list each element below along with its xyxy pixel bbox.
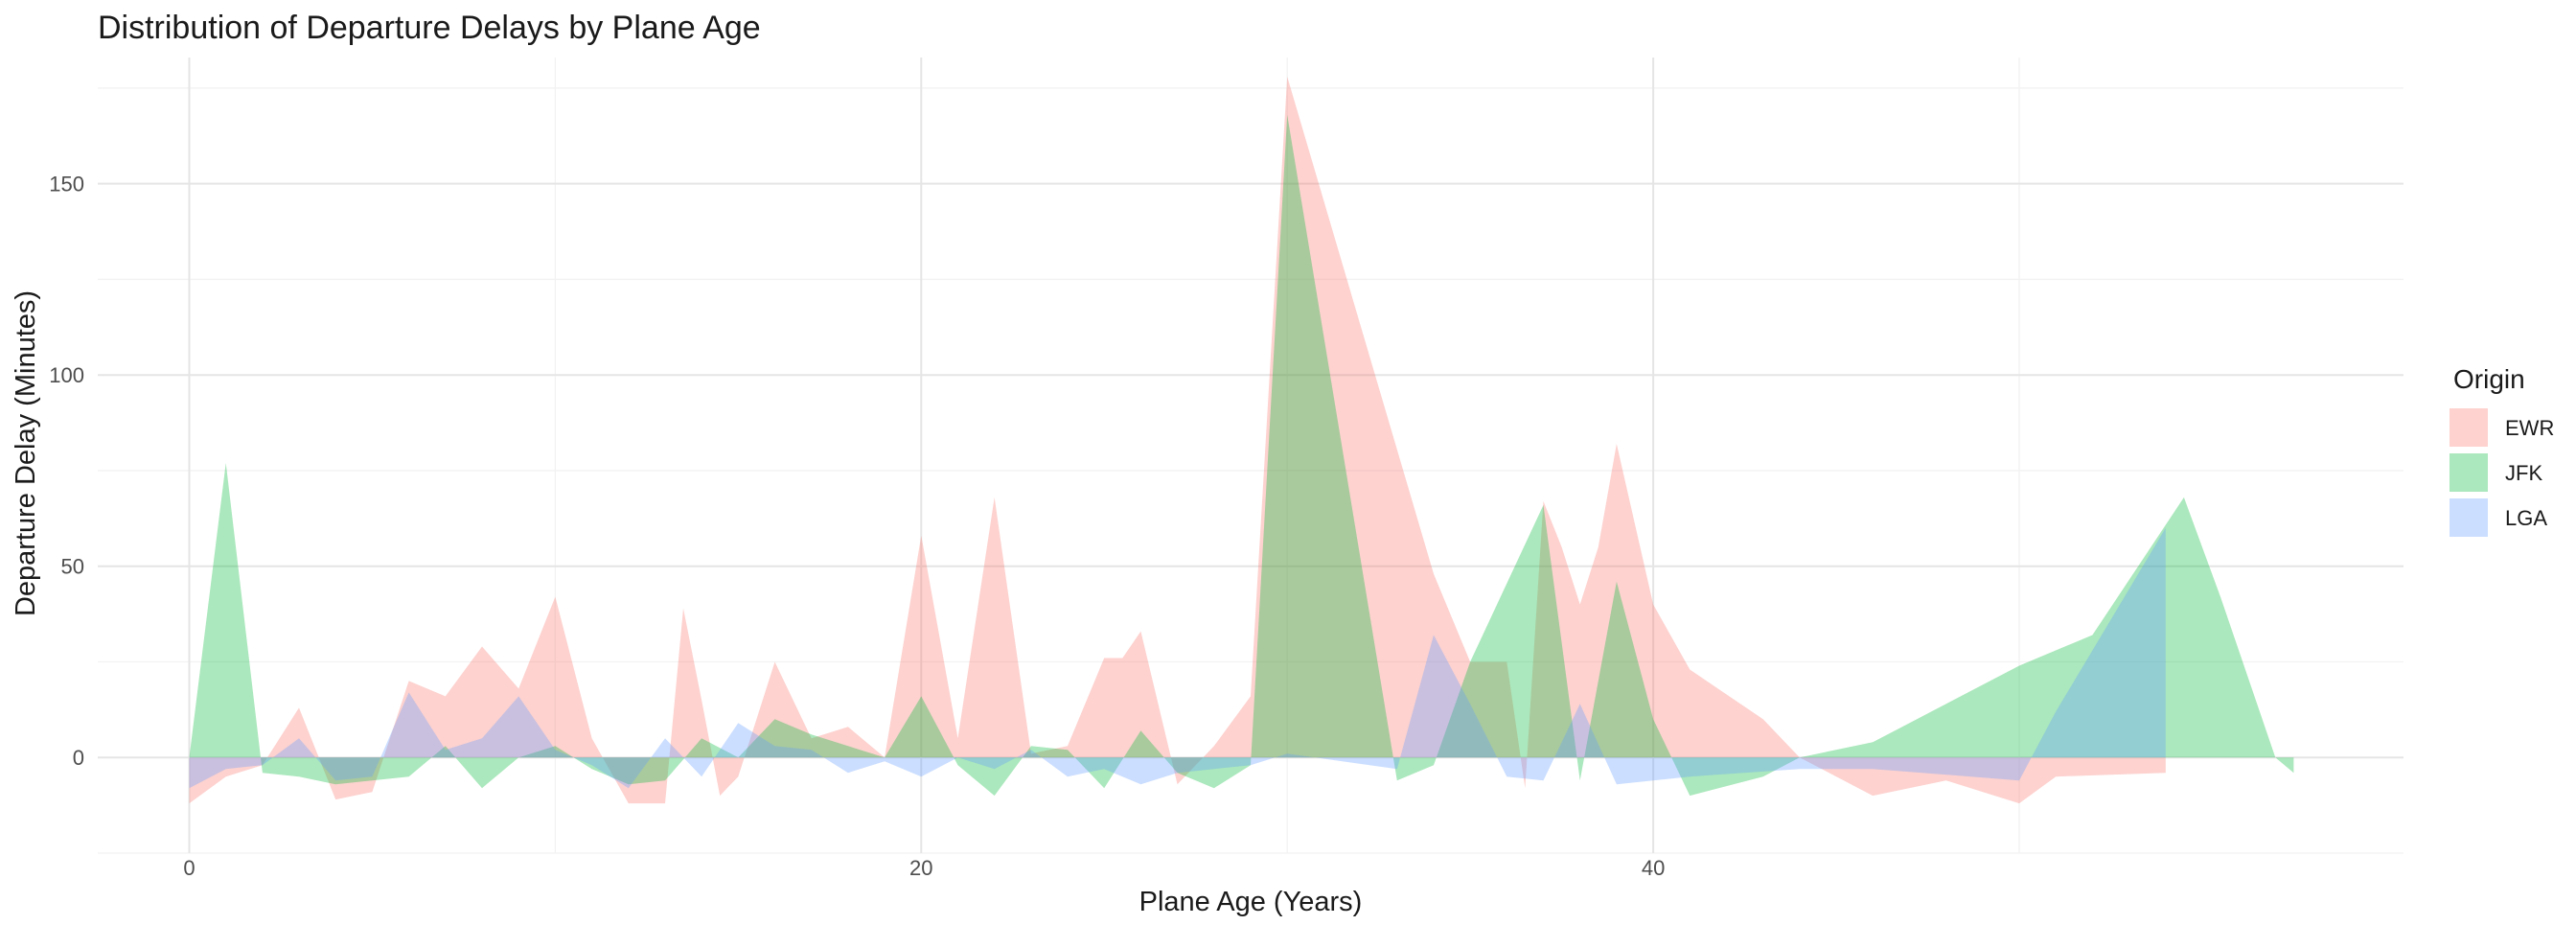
x-axis-title: Plane Age (Years) xyxy=(1139,887,1363,917)
y-tick-label: 150 xyxy=(49,173,84,197)
legend-key-jfk xyxy=(2450,453,2488,492)
chart-title: Distribution of Departure Delays by Plan… xyxy=(98,10,761,46)
legend: Origin EWR JFK LGA xyxy=(2450,364,2554,537)
x-tick-label: 0 xyxy=(183,856,195,880)
legend-key-lga xyxy=(2450,498,2488,537)
area-series-ewr xyxy=(189,77,2166,804)
y-axis-title: Departure Delay (Minutes) xyxy=(11,290,41,616)
y-tick-label: 50 xyxy=(61,555,84,579)
x-tick-label: 20 xyxy=(909,856,932,880)
legend-key-ewr xyxy=(2450,408,2488,447)
y-tick-label: 100 xyxy=(49,363,84,387)
x-tick-label: 40 xyxy=(1642,856,1665,880)
area-series-lga xyxy=(189,527,2166,789)
legend-title: Origin xyxy=(2453,364,2525,394)
legend-items: EWR JFK LGA xyxy=(2450,408,2554,537)
legend-label-ewr: EWR xyxy=(2505,416,2554,440)
area-series-jfk xyxy=(189,114,2294,797)
grid-lines xyxy=(98,58,2404,854)
legend-label-jfk: JFK xyxy=(2505,461,2542,485)
y-tick-label: 0 xyxy=(73,746,84,770)
axis-ticks: 0 20 40 0 50 100 150 xyxy=(49,173,1665,880)
legend-label-lga: LGA xyxy=(2505,506,2547,530)
area-series-group xyxy=(189,77,2294,804)
